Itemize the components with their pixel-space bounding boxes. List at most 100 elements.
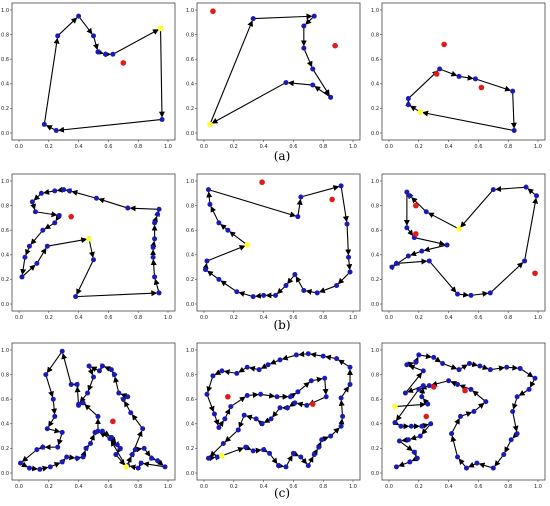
route-node — [162, 464, 168, 470]
x-tick-label: 0.0 — [385, 144, 393, 150]
route-edge — [75, 290, 158, 298]
route-edge — [142, 461, 166, 468]
route-edge — [211, 82, 287, 124]
y-tick-label: 0.8 — [371, 203, 379, 209]
route-node — [156, 206, 162, 212]
route-edge — [296, 198, 303, 217]
route-node — [52, 220, 58, 226]
y-tick-label: 0.4 — [186, 253, 194, 259]
route-node — [295, 389, 301, 395]
outlier-point — [309, 401, 316, 407]
route-node — [526, 386, 532, 392]
y-tick-label: 0.8 — [371, 372, 379, 378]
plot-panel-5: 0.0 0.2 0.4 0.6 0.8 1.0 0.0 0.2 0.4 0.6 0.8 1.0 — [371, 173, 546, 321]
route-edge — [224, 429, 239, 443]
route-edge — [35, 211, 58, 218]
route-edge — [20, 257, 27, 276]
route-node — [504, 364, 510, 370]
route-node — [458, 413, 464, 419]
route-node — [419, 248, 425, 254]
route-node — [338, 395, 344, 401]
x-tick-label: 0.6 — [474, 484, 482, 490]
route-node — [420, 368, 426, 374]
y-tick-label: 0.6 — [186, 397, 194, 403]
route-node — [128, 410, 134, 416]
route-node — [514, 431, 520, 437]
route-node — [56, 212, 62, 218]
route-edge — [345, 224, 352, 256]
route-edge — [21, 449, 38, 463]
x-tick-label: 0.8 — [504, 484, 512, 490]
route-node — [125, 394, 131, 400]
route-edge — [129, 205, 160, 212]
route-node — [431, 354, 437, 360]
plot-frame — [196, 342, 361, 481]
route-node — [74, 381, 80, 387]
route-edge — [112, 29, 159, 55]
route-node — [323, 394, 329, 400]
route-node — [80, 400, 86, 406]
route-node — [455, 381, 461, 387]
y-tick-label: 0.8 — [1, 32, 9, 38]
start-node — [392, 403, 398, 410]
row-label-b: (b) — [273, 318, 290, 332]
route-node — [292, 400, 298, 406]
route-node — [95, 413, 101, 419]
route-node — [416, 352, 422, 358]
route-node — [219, 368, 225, 374]
y-tick-label: 0.0 — [371, 471, 379, 477]
route-node — [293, 352, 299, 358]
y-tick-label: 0.0 — [1, 471, 9, 477]
route-node — [347, 269, 353, 275]
route-node — [241, 412, 247, 418]
route-edge — [158, 28, 165, 118]
x-tick-label: 0.4 — [260, 484, 268, 490]
route-node — [38, 190, 44, 196]
route-edge — [209, 443, 224, 457]
route-edge — [427, 212, 460, 230]
x-tick-label: 0.0 — [385, 484, 393, 490]
route-node — [129, 452, 135, 458]
y-tick-label: 0.4 — [371, 253, 379, 259]
start-node — [123, 464, 130, 470]
route-edge — [295, 276, 305, 291]
route-edge — [430, 380, 449, 387]
route-node — [393, 260, 399, 266]
x-tick-label: 1.0 — [534, 144, 542, 150]
y-tick-label: 1.0 — [1, 8, 9, 14]
x-tick-label: 0.6 — [104, 315, 112, 321]
x-tick-label: 0.2 — [230, 315, 238, 321]
route-node — [471, 409, 477, 414]
route-node — [59, 348, 65, 354]
route-node — [108, 367, 114, 373]
route-edge — [322, 378, 329, 395]
x-tick-label: 0.6 — [289, 144, 297, 150]
route-edge — [495, 186, 527, 193]
route-edge — [489, 262, 524, 294]
route-node — [277, 405, 283, 411]
y-tick-label: 0.0 — [186, 471, 194, 477]
y-tick-label: 0.4 — [186, 82, 194, 88]
route-node — [152, 236, 158, 242]
route-node — [50, 396, 56, 402]
route-edge — [318, 285, 337, 293]
route-edge — [61, 352, 72, 385]
route-edge — [131, 414, 144, 430]
route-edge — [300, 185, 340, 198]
route-node — [141, 445, 147, 451]
x-tick-label: 0.6 — [289, 315, 297, 321]
route-node — [220, 440, 226, 446]
x-tick-label: 0.2 — [45, 315, 53, 321]
route-edge — [287, 80, 313, 87]
route-node — [396, 438, 402, 444]
y-tick-label: 0.8 — [186, 203, 194, 209]
route-node — [159, 116, 165, 122]
route-node — [108, 434, 114, 440]
y-tick-label: 1.0 — [186, 179, 194, 185]
route-node — [216, 220, 222, 226]
route-edge — [423, 244, 448, 253]
route-node — [322, 375, 328, 381]
x-tick-label: 0.2 — [415, 144, 423, 150]
route-node — [268, 416, 274, 422]
route-node — [67, 188, 73, 194]
